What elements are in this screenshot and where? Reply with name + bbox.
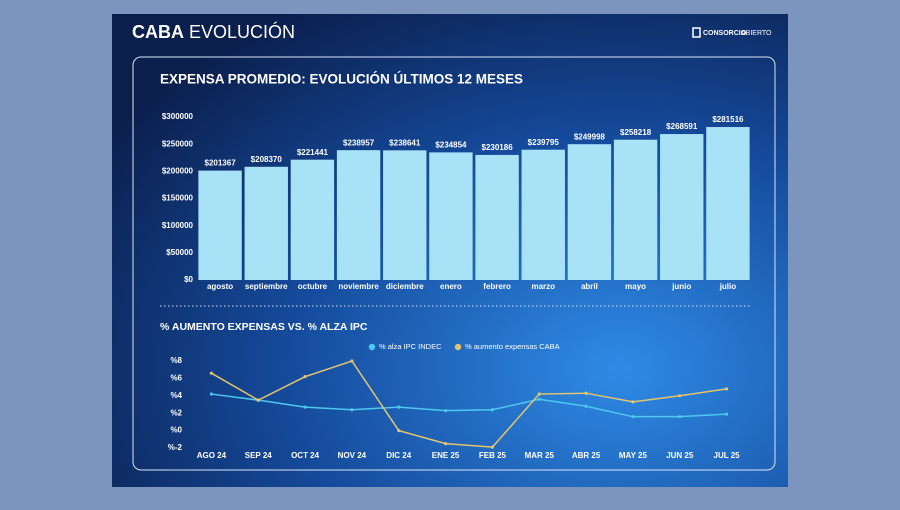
legend-label: % alza IPC INDEC — [379, 342, 442, 351]
bar — [429, 152, 473, 280]
bar — [475, 154, 519, 280]
bar — [567, 144, 612, 280]
value-label: $234854 — [435, 141, 467, 150]
point — [397, 429, 401, 433]
y-tick-label: %0 — [170, 426, 182, 435]
point — [537, 392, 541, 396]
value-label: $208370 — [251, 155, 283, 164]
point — [724, 412, 729, 416]
point — [303, 405, 307, 409]
point — [537, 397, 541, 401]
point — [443, 442, 448, 446]
x-tick-label: OCT 24 — [291, 451, 320, 460]
x-tick-label: septiembre — [245, 282, 288, 291]
bar — [383, 150, 427, 280]
point — [209, 371, 214, 375]
bar — [198, 170, 242, 280]
line-chart-title: % AUMENTO EXPENSAS VS. % ALZA IPC — [160, 321, 368, 333]
x-tick-label: agosto — [207, 282, 233, 291]
logo-bold: CONSORCIO — [703, 30, 747, 37]
x-tick-label: NOV 24 — [338, 451, 367, 460]
header-title: EVOLUCIÓN — [189, 21, 295, 42]
point — [584, 391, 588, 395]
value-label: $268591 — [666, 122, 698, 131]
y-tick-label: %4 — [170, 391, 182, 400]
bar — [521, 149, 565, 280]
x-tick-label: octubre — [298, 282, 328, 291]
x-tick-label: noviembre — [338, 282, 379, 291]
series-line — [211, 393, 727, 418]
y-tick-label: $250000 — [162, 139, 194, 148]
x-tick-label: FEB 25 — [479, 451, 507, 460]
point — [303, 375, 307, 379]
value-label: $238641 — [389, 138, 421, 147]
value-label: $239795 — [528, 138, 560, 147]
x-tick-label: AGO 24 — [197, 451, 227, 460]
point — [490, 445, 495, 449]
y-tick-label: %-2 — [168, 443, 183, 452]
header-title-bold: CABA — [132, 22, 184, 42]
x-tick-label: ABR 25 — [572, 451, 601, 460]
value-label: $230186 — [482, 143, 514, 152]
point — [209, 392, 214, 396]
legend-swatch — [368, 343, 376, 351]
panel — [132, 56, 776, 471]
value-label: $201367 — [205, 159, 237, 168]
x-tick-label: marzo — [531, 282, 555, 291]
x-tick-label: MAY 25 — [619, 451, 648, 460]
point — [584, 404, 588, 408]
value-label: $258218 — [620, 128, 652, 137]
value-label: $238957 — [343, 138, 375, 147]
point — [724, 387, 729, 391]
y-tick-label: %6 — [170, 374, 182, 383]
x-tick-label: enero — [440, 282, 462, 291]
y-tick-label: $200000 — [162, 166, 194, 175]
y-tick-label: $300000 — [162, 112, 194, 121]
legend-swatch — [454, 343, 462, 351]
x-tick-label: julio — [719, 282, 737, 291]
x-tick-label: DIC 24 — [386, 451, 411, 460]
x-tick-label: JUL 25 — [714, 451, 741, 460]
y-tick-label: %2 — [170, 408, 182, 417]
x-tick-label: abril — [581, 282, 598, 291]
x-tick-label: JUN 25 — [666, 451, 694, 460]
x-tick-label: mayo — [625, 282, 646, 291]
point — [443, 408, 448, 413]
y-tick-label: $100000 — [162, 221, 194, 230]
point — [678, 415, 682, 419]
x-tick-label: febrero — [483, 282, 511, 291]
bar — [706, 127, 750, 281]
point — [397, 405, 401, 409]
x-tick-label: SEP 24 — [245, 451, 273, 460]
y-tick-label: $150000 — [162, 194, 194, 203]
bar — [660, 134, 704, 280]
point — [678, 394, 682, 398]
value-label: $221441 — [297, 148, 329, 157]
point — [631, 415, 635, 419]
logo-icon — [692, 27, 701, 38]
logo-text: ABIERTO — [741, 30, 772, 37]
value-label: $281516 — [712, 115, 744, 124]
x-tick-label: MAR 25 — [525, 451, 555, 460]
bar — [336, 150, 381, 280]
y-tick-label: $0 — [184, 275, 193, 284]
legend-label: % aumento expensas CABA — [465, 342, 560, 351]
y-tick-label: %8 — [170, 356, 182, 365]
point — [350, 408, 354, 412]
series-line — [211, 360, 727, 448]
point — [631, 400, 635, 404]
x-tick-label: diciembre — [386, 282, 424, 291]
point — [490, 408, 495, 412]
bar — [290, 159, 335, 280]
bar — [613, 139, 658, 280]
x-tick-label: junio — [671, 282, 691, 291]
x-tick-label: ENE 25 — [432, 451, 460, 460]
point — [350, 359, 354, 363]
y-tick-label: $50000 — [166, 248, 193, 257]
value-label: $249998 — [574, 132, 606, 141]
bar-chart-title: EXPENSA PROMEDIO: EVOLUCIÓN ÚLTIMOS 12 M… — [160, 72, 523, 87]
point — [256, 398, 260, 402]
bar — [244, 166, 288, 280]
